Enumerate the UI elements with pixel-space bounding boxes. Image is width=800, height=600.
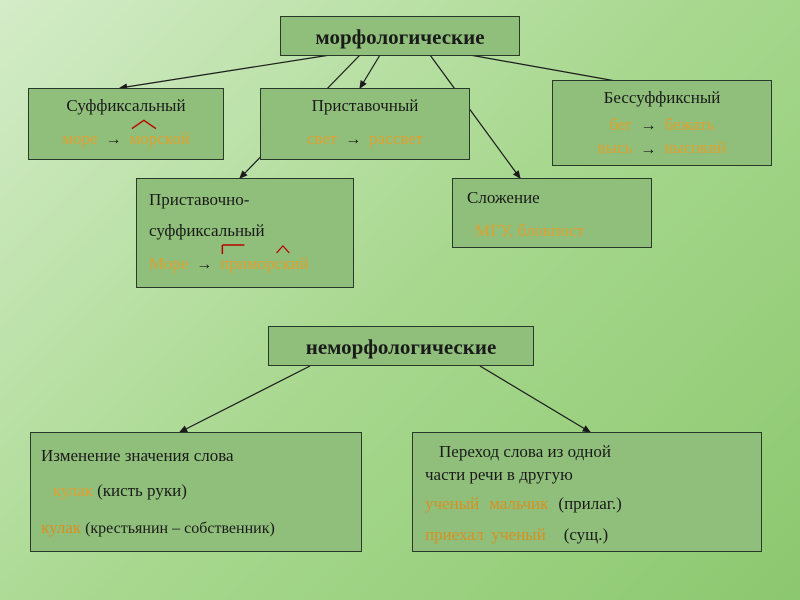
node-prefixsuffix-title1: Приставочно- [149, 189, 341, 212]
prefix-mark: при [220, 253, 247, 276]
header-nonmorphological-label: неморфологические [306, 335, 497, 359]
node-conversion-title2: части речи в другую [425, 464, 749, 487]
node-prefixsuffix-title2: суффиксальный [149, 220, 341, 243]
node-suffix-title: Суффиксальный [39, 95, 213, 118]
header-nonmorphological: неморфологические [268, 326, 534, 366]
node-meaning: Изменение значения слова кулак (кисть ру… [30, 432, 362, 552]
node-zerosuffix: Бессуффиксный бег → бежать высь → высоки… [552, 80, 772, 166]
node-conversion-ex1: ученый мальчик (прилаг.) [425, 493, 749, 516]
node-prefix-title: Приставочный [271, 95, 459, 118]
node-compound-example: МГУ, блокпост [467, 220, 637, 243]
arrow-icon: → [106, 129, 122, 151]
arrow-icon: → [196, 254, 212, 276]
header-morphological: морфологические [280, 16, 520, 56]
node-prefixsuffix: Приставочно- суффиксальный Море → примор… [136, 178, 354, 288]
arrow-icon: → [345, 129, 361, 151]
node-conversion-title1: Переход слова из одной [425, 441, 749, 464]
suffix-mark: мор [130, 128, 158, 151]
node-meaning-ex2: кулак (крестьянин – собственник) [41, 517, 351, 540]
node-suffix-example: море → морской [39, 128, 213, 151]
arrow-icon: → [640, 139, 656, 161]
header-morphological-label: морфологические [315, 25, 484, 49]
node-suffix: Суффиксальный море → морской [28, 88, 224, 160]
node-meaning-ex1: кулак (кисть руки) [41, 480, 351, 503]
node-conversion: Переход слова из одной части речи в друг… [412, 432, 762, 552]
node-compound: Сложение МГУ, блокпост [452, 178, 652, 248]
node-zerosuffix-ex2: высь → высокий [563, 137, 761, 160]
node-prefix-example: свет → рассвет [271, 128, 459, 151]
suffix-mark: ск [275, 253, 291, 276]
node-compound-title: Сложение [467, 187, 637, 210]
node-prefix: Приставочный свет → рассвет [260, 88, 470, 160]
node-prefixsuffix-example: Море → приморский [149, 253, 341, 276]
node-meaning-title: Изменение значения слова [41, 445, 351, 468]
node-zerosuffix-ex1: бег → бежать [563, 114, 761, 137]
node-zerosuffix-title: Бессуффиксный [563, 87, 761, 110]
arrow-icon: → [640, 115, 656, 137]
node-conversion-ex2: приехал ученый (сущ.) [425, 524, 749, 547]
